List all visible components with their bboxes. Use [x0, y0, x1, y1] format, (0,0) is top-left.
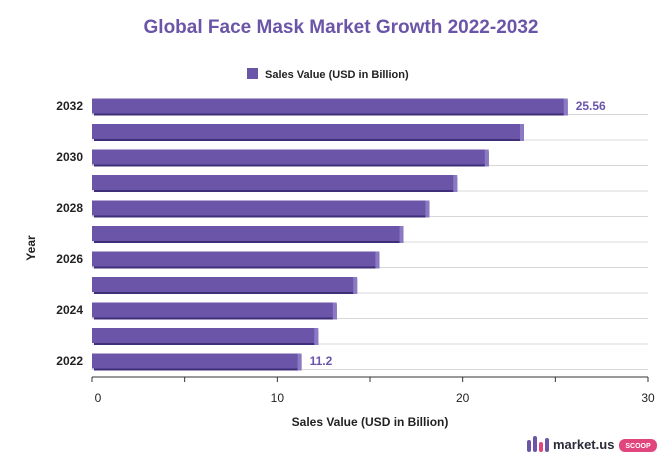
bar-face: [92, 328, 317, 343]
bar-2026: [92, 251, 380, 269]
y-tick-label: 2032: [56, 99, 83, 113]
bar-face: [92, 302, 335, 318]
y-tick-label: 2022: [56, 354, 83, 368]
x-axis-title: Sales Value (USD in Billion): [292, 415, 449, 429]
bar-2022: [92, 353, 302, 371]
bar-end: [399, 226, 404, 243]
legend-swatch: [247, 68, 258, 79]
x-axis-ticks: 0 10 20 30: [91, 377, 655, 405]
bar-end: [314, 328, 319, 345]
y-tick-label: 2030: [56, 150, 83, 164]
legend: Sales Value (USD in Billion): [247, 68, 409, 81]
bar-face: [92, 251, 378, 267]
brand-logo: market.us SCOOP: [527, 436, 657, 452]
bar-end: [375, 251, 380, 269]
bar-end: [297, 353, 302, 371]
bar-2032: [92, 98, 568, 116]
bar-2028: [92, 200, 430, 218]
data-labels: 25.56 11.2: [310, 99, 606, 368]
bar-2029: [92, 175, 458, 192]
y-tick-label: 2024: [56, 303, 83, 317]
market-us-logo-icon: [527, 436, 549, 452]
x-tick-label: 0: [95, 391, 102, 405]
bar-end: [332, 302, 337, 320]
brand-badge: [619, 439, 657, 452]
bar-face: [92, 124, 522, 139]
bar-end: [425, 200, 430, 218]
y-axis-ticks: 2032 2030 2028 2026 2024 2022: [56, 99, 83, 368]
x-tick-label: 20: [456, 391, 470, 405]
bar-2030: [92, 149, 489, 167]
bar-face: [92, 200, 428, 216]
bar-face: [92, 149, 487, 165]
brand-badge-text: SCOOP: [625, 443, 651, 450]
x-tick-label: 30: [641, 391, 655, 405]
bar-face: [92, 98, 566, 114]
bar-2031: [92, 124, 524, 141]
bar-face: [92, 226, 402, 241]
bar-2023: [92, 328, 319, 345]
bar-2024: [92, 302, 337, 320]
bar-face: [92, 353, 300, 369]
bar-end: [353, 277, 358, 294]
brand-name: market.us: [553, 437, 614, 452]
y-tick-label: 2026: [56, 252, 83, 266]
bar-2027: [92, 226, 404, 243]
bar-end: [519, 124, 524, 141]
bar-end: [484, 149, 489, 167]
x-tick-label: 10: [271, 391, 285, 405]
bar-2025: [92, 277, 358, 294]
bar-face: [92, 277, 356, 292]
data-label: 25.56: [576, 99, 606, 113]
bar-end: [563, 98, 568, 116]
y-axis-title: Year: [24, 235, 38, 261]
bar-face: [92, 175, 456, 190]
legend-label: Sales Value (USD in Billion): [265, 69, 409, 81]
bar-end: [453, 175, 458, 192]
data-label: 11.2: [310, 354, 333, 368]
chart-title: Global Face Mask Market Growth 2022-2032: [144, 17, 539, 38]
bars: [92, 98, 568, 371]
y-tick-label: 2028: [56, 201, 83, 215]
